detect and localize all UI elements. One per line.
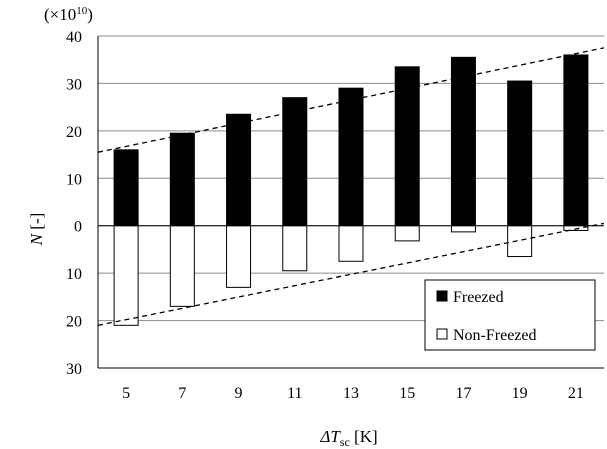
x-tick-label: 19 — [512, 385, 528, 402]
bar-freezed — [282, 97, 308, 227]
y-tick-label: 10 — [66, 171, 82, 188]
bar-non-freezed — [282, 225, 308, 272]
legend: Freezed Non-Freezed — [424, 279, 596, 351]
y-tick-label: 20 — [66, 314, 82, 331]
bar-non-freezed — [507, 225, 533, 258]
bar-freezed — [507, 80, 533, 227]
y-tick-label: 30 — [66, 361, 82, 378]
bar-non-freezed — [113, 225, 139, 326]
x-tick-labels: 5 7 9 11 13 15 17 19 21 — [122, 385, 584, 402]
y-tick-label: 10 — [66, 266, 82, 283]
bar-freezed — [450, 56, 476, 227]
axes — [97, 35, 604, 369]
bar-non-freezed — [563, 225, 589, 231]
bar-non-freezed — [450, 225, 476, 233]
legend-label-freezed: Freezed — [453, 289, 504, 306]
legend-label-non-freezed: Non-Freezed — [453, 327, 537, 344]
y-tick-labels: 40 30 20 10 0 10 20 30 — [66, 29, 82, 378]
y-tick-label: 20 — [66, 124, 82, 141]
bar-freezed — [113, 149, 139, 227]
bar-non-freezed — [169, 225, 195, 307]
legend-box — [424, 279, 596, 351]
bar-non-freezed — [394, 225, 420, 242]
x-axis-label: ΔTsc [K] — [319, 427, 377, 449]
x-tick-label: 11 — [287, 385, 302, 402]
y-multiplier: (×1010) — [44, 5, 93, 24]
bar-non-freezed — [226, 225, 252, 288]
x-tick-label: 15 — [399, 385, 415, 402]
x-tick-label: 21 — [568, 385, 584, 402]
x-tick-label: 17 — [455, 385, 471, 402]
x-tick-label: 13 — [343, 385, 359, 402]
y-tick-label: 40 — [66, 29, 82, 46]
bar-non-freezed — [338, 225, 364, 262]
x-tick-label: 7 — [178, 385, 186, 402]
bar-freezed — [169, 132, 195, 227]
y-tick-label: 0 — [74, 219, 82, 236]
y-axis-label: N [-] — [27, 213, 46, 247]
x-tick-label: 9 — [235, 385, 243, 402]
y-tick-label: 30 — [66, 76, 82, 93]
bar-freezed — [394, 66, 420, 227]
x-tick-label: 5 — [122, 385, 130, 402]
bar-freezed — [563, 54, 589, 227]
bar-freezed — [226, 113, 252, 227]
legend-swatch-non-freezed — [436, 328, 448, 340]
legend-swatch-freezed — [436, 290, 448, 302]
bar-freezed — [338, 87, 364, 227]
